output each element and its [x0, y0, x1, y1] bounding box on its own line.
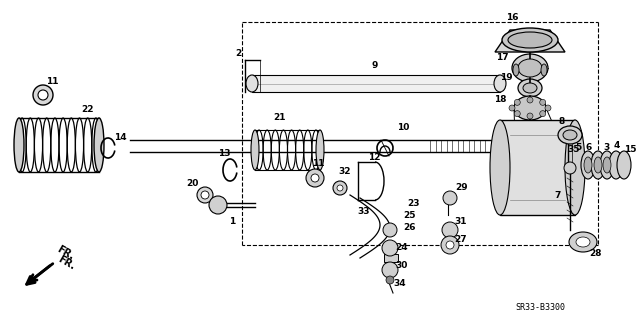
Text: 11: 11 [312, 159, 324, 167]
Circle shape [443, 191, 457, 205]
Text: 9: 9 [372, 61, 378, 70]
Ellipse shape [523, 83, 537, 93]
Ellipse shape [514, 96, 546, 120]
Ellipse shape [512, 54, 548, 82]
Ellipse shape [502, 28, 558, 52]
Ellipse shape [591, 151, 605, 179]
Text: 2: 2 [235, 48, 241, 57]
Text: 17: 17 [496, 53, 508, 62]
Text: 1: 1 [229, 218, 235, 226]
Text: 20: 20 [186, 179, 198, 188]
Circle shape [333, 181, 347, 195]
Ellipse shape [600, 151, 614, 179]
Circle shape [382, 262, 398, 278]
Circle shape [527, 97, 533, 103]
Text: 26: 26 [403, 224, 415, 233]
Text: SR33-B3300: SR33-B3300 [515, 303, 565, 313]
Ellipse shape [246, 75, 258, 92]
Circle shape [442, 222, 458, 238]
Ellipse shape [490, 120, 510, 215]
Ellipse shape [563, 130, 577, 140]
Ellipse shape [14, 118, 24, 172]
Circle shape [201, 191, 209, 199]
Circle shape [382, 240, 398, 256]
Text: FR.: FR. [55, 244, 76, 262]
Ellipse shape [316, 130, 324, 170]
Text: 18: 18 [493, 95, 506, 105]
Text: 10: 10 [397, 123, 409, 132]
Text: 31: 31 [455, 218, 467, 226]
Circle shape [515, 99, 520, 105]
Circle shape [209, 196, 227, 214]
Ellipse shape [541, 64, 547, 76]
Circle shape [515, 111, 520, 117]
Text: 8: 8 [559, 117, 565, 127]
Circle shape [386, 276, 394, 284]
Ellipse shape [251, 130, 259, 170]
Text: 27: 27 [454, 235, 467, 244]
Ellipse shape [584, 157, 592, 173]
Text: 6: 6 [586, 144, 592, 152]
Text: 12: 12 [368, 153, 380, 162]
Circle shape [564, 162, 576, 174]
Text: 11: 11 [45, 78, 58, 86]
Circle shape [527, 113, 533, 119]
Bar [384, 254, 398, 262]
Circle shape [197, 187, 213, 203]
Text: 32: 32 [339, 167, 351, 176]
Ellipse shape [558, 126, 582, 144]
Ellipse shape [513, 64, 519, 76]
Text: 29: 29 [456, 182, 468, 191]
Circle shape [545, 105, 551, 111]
Text: 34: 34 [394, 279, 406, 288]
Text: 24: 24 [396, 243, 408, 253]
Text: 28: 28 [589, 249, 602, 258]
Circle shape [38, 90, 48, 100]
Circle shape [311, 174, 319, 182]
Ellipse shape [594, 157, 602, 173]
Text: 21: 21 [274, 114, 286, 122]
Ellipse shape [518, 59, 542, 77]
Text: 25: 25 [403, 211, 415, 220]
Text: 23: 23 [407, 199, 419, 209]
Ellipse shape [94, 118, 104, 172]
Text: 33: 33 [358, 207, 371, 217]
Ellipse shape [603, 157, 611, 173]
Ellipse shape [581, 151, 595, 179]
Text: FR.: FR. [56, 254, 77, 272]
Text: 7: 7 [555, 190, 561, 199]
Circle shape [509, 105, 515, 111]
Circle shape [33, 85, 53, 105]
Text: 5: 5 [575, 144, 581, 152]
Circle shape [306, 169, 324, 187]
Bar [252, 75, 500, 92]
Text: 35: 35 [568, 145, 580, 154]
Circle shape [446, 241, 454, 249]
Text: 4: 4 [614, 140, 620, 150]
Ellipse shape [609, 151, 623, 179]
Ellipse shape [617, 151, 631, 179]
Text: 14: 14 [114, 133, 126, 143]
Ellipse shape [569, 232, 597, 252]
Polygon shape [495, 30, 565, 52]
Ellipse shape [494, 75, 506, 92]
Ellipse shape [576, 237, 590, 247]
Text: 22: 22 [82, 106, 94, 115]
Bar [500, 120, 575, 215]
Circle shape [441, 236, 459, 254]
Ellipse shape [508, 32, 552, 48]
Text: 15: 15 [624, 145, 636, 154]
Ellipse shape [565, 120, 585, 215]
Circle shape [337, 185, 343, 191]
Text: 30: 30 [396, 261, 408, 270]
Text: 3: 3 [604, 144, 610, 152]
Text: 13: 13 [218, 149, 230, 158]
Circle shape [540, 99, 546, 105]
Ellipse shape [518, 79, 542, 97]
Circle shape [383, 223, 397, 237]
Text: 16: 16 [506, 13, 518, 23]
Circle shape [540, 111, 546, 117]
Text: 19: 19 [500, 73, 512, 83]
